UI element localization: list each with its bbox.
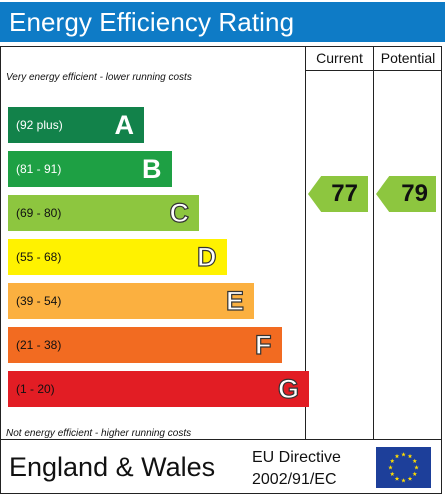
divider-current <box>305 46 306 440</box>
band-range: (81 - 91) <box>16 162 62 176</box>
page-title: Energy Efficiency Rating <box>0 2 445 42</box>
column-header-potential: Potential <box>380 50 436 66</box>
star-icon <box>414 465 419 470</box>
band-letter: D <box>196 241 217 272</box>
divider-potential <box>373 46 374 440</box>
current-rating-value: 77 <box>331 180 358 207</box>
star-icon <box>389 458 395 463</box>
star-icon <box>412 458 418 463</box>
star-icon <box>388 465 393 470</box>
directive-line-2: 2002/91/EC <box>252 471 337 488</box>
band-range: (69 - 80) <box>16 206 62 220</box>
star-icon <box>401 478 406 483</box>
star-icon <box>401 452 406 457</box>
band-range: (21 - 38) <box>16 338 62 352</box>
band-d: (55 - 68) D <box>8 239 227 275</box>
band-c: (69 - 80) C <box>8 195 199 231</box>
potential-rating-arrow: 79 <box>376 176 436 212</box>
band-letter: F <box>254 329 272 360</box>
directive-label: EU Directive 2002/91/EC <box>252 447 341 491</box>
star-icon <box>412 471 418 476</box>
star-icon <box>394 453 400 459</box>
star-icon <box>407 453 413 459</box>
directive-line-1: EU Directive <box>252 449 341 466</box>
band-letter: G <box>277 373 299 404</box>
column-header-current: Current <box>316 50 363 66</box>
star-icon <box>389 471 395 476</box>
band-letter: C <box>169 197 190 228</box>
band-letter: B <box>142 154 162 184</box>
band-e: (39 - 54) E <box>8 283 254 319</box>
note-inefficient: Not energy efficient - higher running co… <box>6 428 192 439</box>
band-a: (92 plus) A <box>8 107 144 143</box>
band-g: (1 - 20) G <box>8 371 309 407</box>
band-letter: E <box>225 285 244 316</box>
band-letter: A <box>114 110 135 140</box>
note-efficient: Very energy efficient - lower running co… <box>6 72 192 83</box>
star-icon <box>394 476 400 481</box>
band-b: (81 - 91) B <box>8 151 172 187</box>
footer <box>0 440 442 494</box>
band-range: (55 - 68) <box>16 250 62 264</box>
band-range: (39 - 54) <box>16 294 62 308</box>
header-divider <box>305 70 442 71</box>
eu-flag-icon <box>376 447 431 488</box>
country-label: England & Wales <box>9 452 216 482</box>
band-range: (1 - 20) <box>16 382 55 396</box>
current-rating-arrow: 77 <box>308 176 368 212</box>
potential-rating-value: 79 <box>401 180 428 207</box>
star-icon <box>407 476 413 481</box>
band-range: (92 plus) <box>16 118 63 132</box>
rating-table <box>0 46 442 440</box>
band-f: (21 - 38) F <box>8 327 282 363</box>
